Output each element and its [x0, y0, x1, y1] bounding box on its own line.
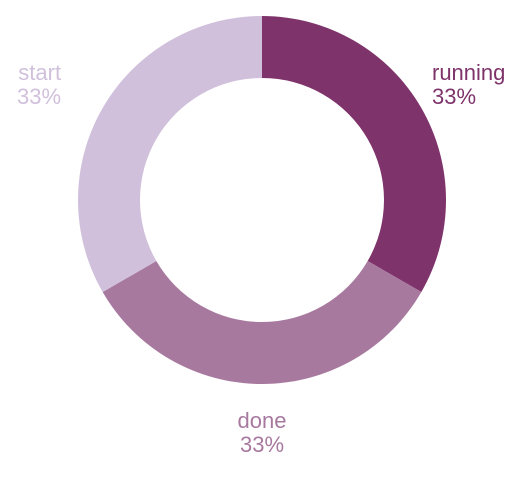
- slice-label-start: start: [18, 60, 61, 85]
- slice-label-running: running: [432, 60, 505, 85]
- slice-done: [102, 261, 422, 384]
- slice-label-done: done: [238, 408, 287, 433]
- slice-percent-start: 33%: [17, 84, 61, 109]
- slice-percent-done: 33%: [240, 432, 284, 457]
- slice-start: [78, 16, 263, 292]
- donut-slices: [78, 16, 446, 384]
- slice-running: [262, 16, 446, 292]
- slice-percent-running: 33%: [432, 84, 476, 109]
